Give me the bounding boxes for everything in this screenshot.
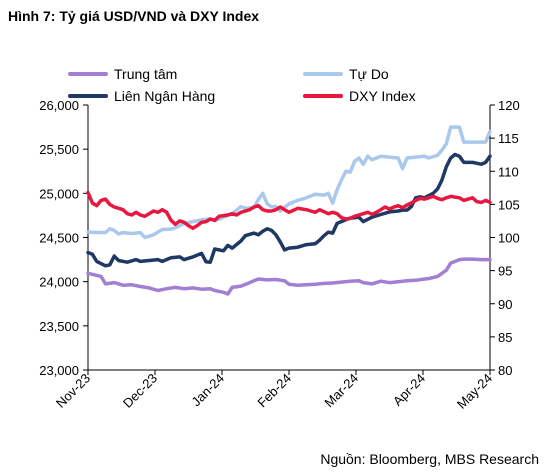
x-tick-label: Apr-24 <box>390 371 428 409</box>
right-tick-label: 90 <box>498 297 512 312</box>
left-tick-label: 24,500 <box>39 231 79 246</box>
x-axis-ticks: Nov-23 Dec-23 Jan-24 Feb-24 Mar-24 Apr-24 May-… <box>53 370 495 412</box>
left-tick-label: 25,500 <box>39 142 79 157</box>
right-tick-label: 110 <box>498 164 519 179</box>
right-tick-label: 115 <box>498 131 519 146</box>
chart-title: Hình 7: Tỷ giá USD/VND và DXY Index <box>8 8 260 24</box>
right-tick-label: 120 <box>498 98 520 113</box>
x-tick-label: May-24 <box>454 371 495 412</box>
series-line-tu-do <box>86 125 492 240</box>
source-note: Nguồn: Bloomberg, MBS Research <box>320 451 539 467</box>
left-axis-ticks: 23,000 23,500 24,000 24,500 25,000 25,500 26,0… <box>39 98 88 378</box>
legend-label: Tự Do <box>349 66 389 82</box>
x-tick-label: Feb-24 <box>254 371 294 411</box>
x-tick-label: Dec-23 <box>120 371 160 411</box>
series-line-lien-ngan-hang <box>86 152 492 268</box>
right-tick-label: 95 <box>498 264 512 279</box>
series-line-dxy-index <box>86 190 492 230</box>
legend-label: Liên Ngân Hàng <box>114 88 215 104</box>
series-group <box>86 125 492 296</box>
legend-label: DXY Index <box>349 88 416 104</box>
right-axis-ticks: 80 85 90 95 100 105 110 115 120 <box>490 98 520 378</box>
right-tick-label: 105 <box>498 197 520 212</box>
legend-label: Trung tâm <box>114 66 177 82</box>
left-tick-label: 23,500 <box>39 319 79 334</box>
x-tick-label: Mar-24 <box>321 371 361 411</box>
right-tick-label: 85 <box>498 330 512 345</box>
right-tick-label: 100 <box>498 231 520 246</box>
left-tick-label: 26,000 <box>39 98 79 113</box>
left-tick-label: 25,000 <box>39 186 79 201</box>
left-tick-label: 24,000 <box>39 275 79 290</box>
x-tick-label: Jan-24 <box>188 371 227 410</box>
legend: Trung tâm Tự Do Liên Ngân Hàng DXY Index <box>68 66 416 104</box>
left-tick-label: 23,000 <box>39 363 79 378</box>
series-line-trung-tam <box>86 257 492 296</box>
right-tick-label: 80 <box>498 363 512 378</box>
